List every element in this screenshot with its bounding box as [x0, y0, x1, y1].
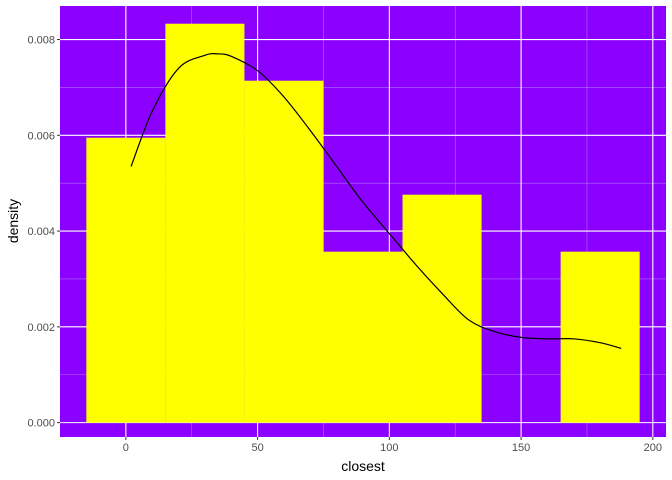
- x-tick-label: 50: [251, 442, 263, 454]
- histogram-bar: [323, 251, 403, 423]
- histogram-bar: [402, 194, 482, 423]
- histogram-bar: [560, 251, 640, 423]
- y-tick-label: 0.008: [27, 35, 55, 47]
- histogram-bar: [86, 137, 166, 423]
- x-tick-label: 150: [512, 442, 530, 454]
- y-tick-label: 0.002: [27, 322, 55, 334]
- x-tick-label: 200: [644, 442, 662, 454]
- y-tick-label: 0.000: [27, 418, 55, 430]
- x-tick-label: 0: [123, 442, 129, 454]
- histogram-bars: [86, 23, 640, 423]
- y-tick-label: 0.006: [27, 130, 55, 142]
- y-tick-label: 0.004: [27, 226, 55, 238]
- x-axis-title: closest: [341, 458, 385, 474]
- histogram-bar: [165, 23, 245, 423]
- density-curve: [130, 53, 622, 349]
- y-axis-ticks: 0.000 0.002 0.004 0.006 0.008: [27, 35, 60, 430]
- y-axis-title: density: [5, 199, 21, 243]
- x-tick-label: 100: [380, 442, 398, 454]
- x-axis-ticks: 0 50 100 150 200: [123, 437, 662, 454]
- histogram-bar: [244, 80, 324, 423]
